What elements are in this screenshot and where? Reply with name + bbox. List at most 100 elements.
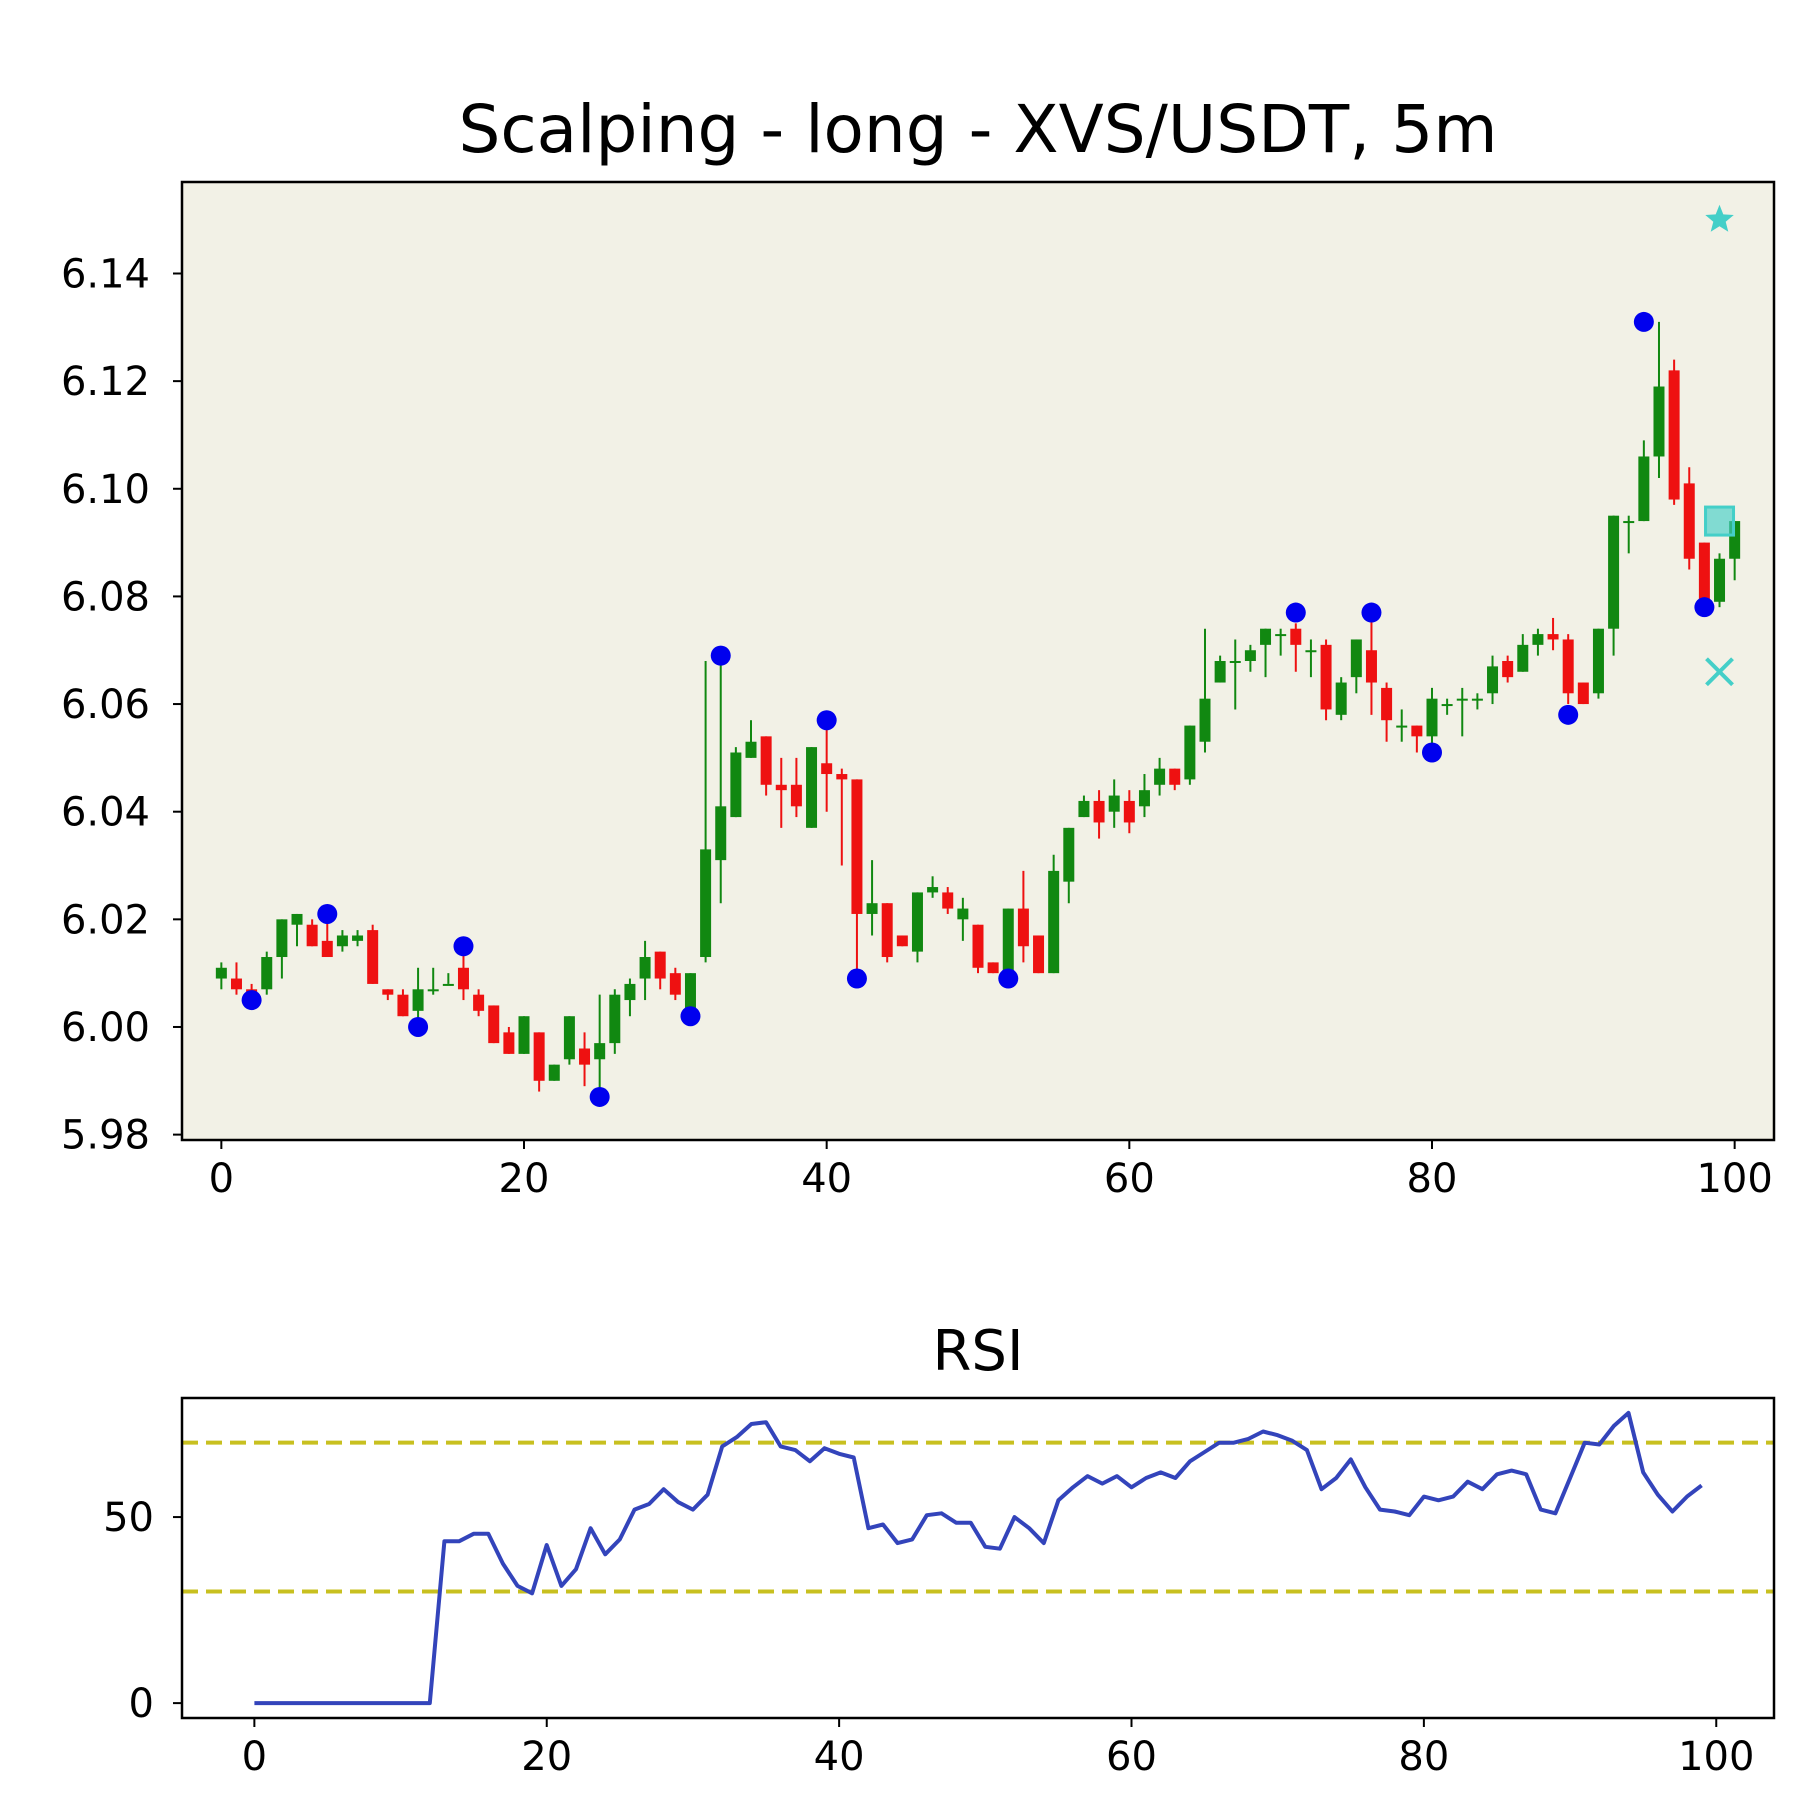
x-tick-label: 60	[1104, 1156, 1155, 1202]
pivot-point	[998, 968, 1019, 989]
candle-body	[1260, 628, 1272, 645]
y-tick-label: 6.14	[61, 251, 150, 297]
candle-body	[457, 967, 469, 990]
rsi-plot-frame	[180, 1396, 1776, 1720]
signal-star	[1705, 204, 1734, 232]
price-y-axis: 5.98 6.00 6.02 6.04 6.06 6.08 6.10 6.12 6.14	[61, 251, 182, 1159]
y-tick-label: 6.02	[61, 897, 150, 943]
candle-body	[972, 924, 984, 968]
candle-body	[851, 779, 863, 914]
candle-body	[1426, 698, 1438, 737]
candle-body	[1668, 370, 1680, 500]
x-tick-label: 0	[242, 1734, 267, 1780]
candle-body	[836, 774, 848, 780]
candle-body	[715, 806, 727, 861]
candle-body	[1487, 666, 1499, 694]
candle-body	[1471, 698, 1483, 701]
candle-body	[760, 736, 772, 785]
pivot-point	[1558, 704, 1579, 725]
candle-body	[1547, 634, 1559, 640]
signal-square	[1704, 505, 1736, 537]
candle-body	[609, 994, 621, 1044]
pivot-point	[408, 1016, 429, 1037]
x-tick-label: 40	[801, 1156, 852, 1202]
x-tick-label: 100	[1696, 1156, 1772, 1202]
candle-body	[1184, 725, 1196, 780]
candle-body	[624, 983, 636, 1001]
candle-body	[775, 784, 787, 791]
x-tick-label: 20	[499, 1156, 550, 1202]
candle-body	[1608, 515, 1620, 629]
candle-body	[1320, 644, 1332, 710]
candle-body	[927, 887, 939, 893]
candle-body	[215, 967, 227, 979]
candle-body	[1714, 558, 1726, 602]
candle-body	[1244, 650, 1256, 661]
candle-body	[1623, 521, 1635, 524]
candle-body	[352, 935, 364, 941]
candle-body	[230, 978, 242, 990]
price-plot-frame	[180, 180, 1776, 1142]
candle-body	[1517, 644, 1529, 672]
candle-body	[412, 989, 424, 1011]
pivot-point	[1633, 311, 1654, 332]
candle-body	[518, 1016, 530, 1054]
candle-body	[1002, 908, 1014, 974]
pivot-point	[1421, 742, 1442, 763]
pivot-point	[241, 990, 262, 1011]
signal-x	[1705, 657, 1734, 687]
candle-body	[1138, 790, 1150, 807]
candle-body	[896, 935, 908, 947]
pivot-point	[680, 1006, 701, 1027]
pivot-point	[453, 936, 474, 957]
x-tick-label: 80	[1398, 1734, 1449, 1780]
candle-body	[730, 752, 742, 818]
pivot-point	[589, 1086, 610, 1107]
candle-body	[1275, 634, 1287, 637]
candle-body	[382, 989, 394, 995]
candle-body	[1729, 521, 1741, 559]
x-tick-label: 80	[1407, 1156, 1458, 1202]
candle-body	[473, 994, 485, 1011]
candle-body	[1411, 725, 1423, 737]
candle-body	[1396, 725, 1408, 728]
candle-body	[1638, 456, 1650, 522]
candle-body	[669, 973, 681, 995]
candle-body	[806, 747, 818, 828]
candle-body	[1456, 698, 1468, 701]
candle-body	[503, 1032, 515, 1054]
candle-body	[397, 994, 409, 1017]
candle-body	[336, 935, 348, 947]
y-tick-label: 6.06	[61, 682, 150, 728]
candle-body	[1502, 661, 1514, 678]
price-chart-title: Scalping - long - XVS/USDT, 5m	[459, 91, 1498, 168]
candle-body	[1063, 827, 1075, 882]
candle-body	[1199, 698, 1211, 742]
x-tick-label: 100	[1678, 1734, 1754, 1780]
pivot-point	[710, 645, 731, 666]
candle-body	[291, 913, 303, 925]
x-tick-label: 20	[521, 1734, 572, 1780]
candle-body	[1169, 768, 1181, 785]
candle-body	[639, 957, 651, 979]
candle-body	[442, 983, 454, 986]
candle-body	[987, 962, 999, 974]
candle-body	[1592, 628, 1604, 694]
candle-body	[1698, 542, 1710, 608]
candle-body	[911, 892, 923, 952]
pivot-point	[846, 968, 867, 989]
candle-body	[1108, 795, 1120, 812]
candle-body	[1078, 800, 1090, 818]
candle-body	[1305, 650, 1317, 653]
y-tick-label: 6.04	[61, 790, 150, 836]
x-tick-label: 40	[814, 1734, 865, 1780]
candle-body	[276, 919, 288, 958]
candle-body	[1033, 935, 1045, 974]
pivot-point	[1361, 602, 1382, 623]
candle-body	[533, 1032, 545, 1081]
candle-body	[866, 903, 878, 914]
rsi-chart-title: RSI	[933, 1319, 1024, 1384]
candle-body	[1229, 661, 1241, 663]
y-tick-label: 50	[103, 1495, 154, 1541]
